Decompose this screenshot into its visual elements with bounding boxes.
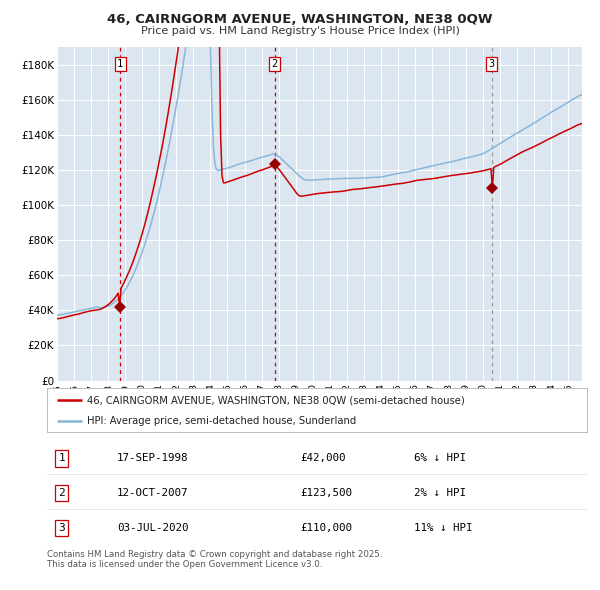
- Text: 2% ↓ HPI: 2% ↓ HPI: [414, 489, 466, 499]
- Text: 11% ↓ HPI: 11% ↓ HPI: [414, 523, 473, 533]
- Text: £123,500: £123,500: [301, 489, 353, 499]
- Text: 6% ↓ HPI: 6% ↓ HPI: [414, 454, 466, 463]
- Text: Contains HM Land Registry data © Crown copyright and database right 2025.
This d: Contains HM Land Registry data © Crown c…: [47, 550, 382, 569]
- Text: £42,000: £42,000: [301, 454, 346, 463]
- Text: 2: 2: [59, 489, 65, 499]
- Text: 1: 1: [117, 59, 124, 69]
- Text: HPI: Average price, semi-detached house, Sunderland: HPI: Average price, semi-detached house,…: [88, 416, 356, 426]
- Text: 03-JUL-2020: 03-JUL-2020: [117, 523, 188, 533]
- Text: 46, CAIRNGORM AVENUE, WASHINGTON, NE38 0QW (semi-detached house): 46, CAIRNGORM AVENUE, WASHINGTON, NE38 0…: [88, 395, 465, 405]
- Text: 46, CAIRNGORM AVENUE, WASHINGTON, NE38 0QW: 46, CAIRNGORM AVENUE, WASHINGTON, NE38 0…: [107, 13, 493, 26]
- Text: 12-OCT-2007: 12-OCT-2007: [117, 489, 188, 499]
- Text: £110,000: £110,000: [301, 523, 353, 533]
- Text: 1: 1: [59, 454, 65, 463]
- Text: 3: 3: [488, 59, 495, 69]
- Text: 3: 3: [59, 523, 65, 533]
- Text: Price paid vs. HM Land Registry's House Price Index (HPI): Price paid vs. HM Land Registry's House …: [140, 26, 460, 36]
- Text: 2: 2: [272, 59, 278, 69]
- Text: 17-SEP-1998: 17-SEP-1998: [117, 454, 188, 463]
